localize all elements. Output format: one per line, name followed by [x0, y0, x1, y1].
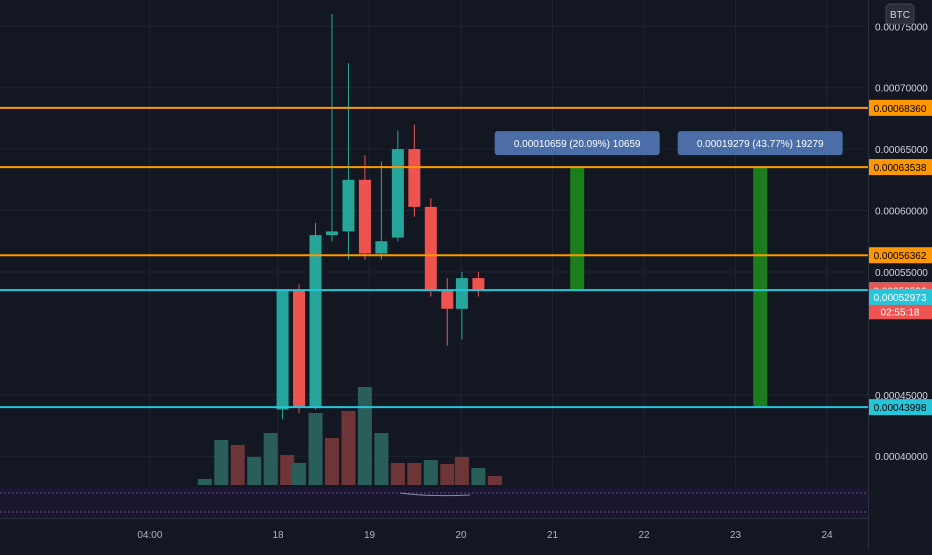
candle-body [342, 180, 354, 232]
volume-bar [424, 460, 438, 485]
volume-bar [264, 433, 278, 485]
candle-body [293, 290, 305, 407]
volume-bar [247, 457, 261, 485]
volume-bar [488, 476, 502, 485]
time-tick-label: 24 [821, 530, 833, 541]
volume-bar [440, 464, 454, 485]
volume-bar [391, 463, 405, 485]
level-price-label: 0.00056362 [874, 251, 927, 262]
currency-badge: BTC [886, 4, 914, 24]
time-tick-label: 20 [455, 530, 467, 541]
candle-body [425, 207, 437, 291]
volume-bar [358, 387, 372, 485]
candle-body [277, 290, 289, 409]
price-tick-label: 0.00060000 [875, 207, 928, 218]
candle-body [456, 278, 468, 309]
level-price-label: 0.00043998 [874, 403, 927, 414]
volume-bar [455, 457, 469, 485]
volume-bar [214, 440, 228, 485]
time-tick-label: 04:00 [137, 530, 162, 541]
time-tick-label: 22 [638, 530, 650, 541]
volume-bar [231, 445, 245, 485]
price-tick-label: 0.00070000 [875, 84, 928, 95]
candle-body [408, 149, 420, 207]
candle-body [472, 278, 484, 290]
measure-label: 0.00010659 (20.09%) 10659 [514, 139, 641, 150]
price-tick-label: 0.00065000 [875, 145, 928, 156]
candle-body [310, 235, 322, 407]
time-tick-label: 23 [730, 530, 742, 541]
price-tick-label: 0.00055000 [875, 268, 928, 279]
current-price-label: 0.00052973 [874, 293, 927, 304]
volume-bar [325, 438, 339, 485]
volume-bar [309, 413, 323, 485]
indicator-pane [0, 487, 868, 518]
time-tick-label: 18 [272, 530, 284, 541]
volume-bar [374, 433, 388, 485]
measure-range-bar[interactable] [570, 167, 584, 290]
candle-body [441, 290, 453, 308]
price-tick-label: 0.00040000 [875, 452, 928, 463]
price-tick-label: 0.00045000 [875, 391, 928, 402]
volume-bar [292, 463, 306, 485]
level-price-label: 0.00068360 [874, 104, 927, 115]
time-tick-label: 21 [547, 530, 559, 541]
time-tick-label: 19 [364, 530, 376, 541]
volume-bar [471, 468, 485, 485]
candle-body [359, 180, 371, 254]
candle-body [392, 149, 404, 237]
volume-bar [407, 463, 421, 485]
indicator-pane-background [0, 487, 868, 518]
candle-body [326, 231, 338, 235]
candle-body [375, 241, 387, 253]
level-price-label: 0.00063538 [874, 163, 927, 174]
current-price-label: 02:55:18 [881, 307, 920, 318]
currency-label: BTC [890, 10, 910, 21]
measure-range-bar[interactable] [753, 167, 767, 407]
measure-label: 0.00019279 (43.77%) 19279 [697, 139, 824, 150]
volume-bar [198, 479, 212, 485]
volume-bar [341, 411, 355, 485]
